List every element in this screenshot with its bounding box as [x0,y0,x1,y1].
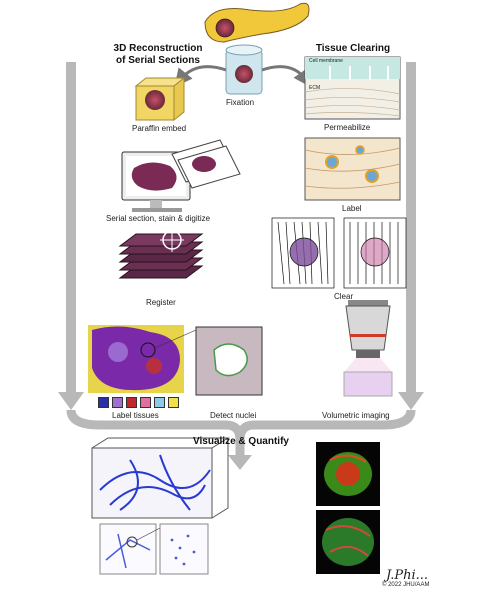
paraffin-caption: Paraffin embed [132,124,187,133]
tissue-color-legend [98,397,179,408]
reconstruction-header-line2: of Serial Sections [116,55,200,66]
fixation-jar [225,44,263,95]
label-tissues-caption: Label tissues [112,411,159,420]
reconstruction-header: 3D Reconstruction of Serial Sections [104,43,212,67]
legend-swatch-6 [168,397,179,408]
serial-caption: Serial section, stain & digitize [106,214,211,223]
fluorescence-panel-top [316,442,380,506]
clearing-header: Tissue Clearing [315,43,391,54]
permeabilize-inset [304,56,401,120]
legend-swatch-2 [112,397,123,408]
fixation-caption: Fixation [226,98,255,107]
visualize-3d-box [91,437,230,519]
microscope-objective [343,300,393,397]
detect-nuclei-caption: Detect nuclei [210,411,257,420]
artist-signature: J.Phi... [386,568,429,583]
label-caption: Label [342,204,362,213]
fluorescence-panel-bottom [316,510,380,574]
legend-swatch-4 [140,397,151,408]
volumetric-caption: Volumetric imaging [322,411,390,420]
pancreas-illustration [204,2,310,43]
permeabilize-caption: Permeabilize [324,123,371,132]
reconstruction-header-line1: 3D Reconstruction [113,43,203,54]
register-stack [118,228,204,279]
computer-illustration [121,139,241,212]
cell-membrane-label: Cell membrane [309,58,343,64]
detect-nuclei-image [195,326,263,396]
flow-arrows [58,62,424,470]
copyright-credit: © 2022 JHU/AAM [382,582,430,588]
legend-swatch-1 [98,397,109,408]
quantify-small-boxes [99,523,209,575]
quantify-header: Visualize & Quantify [193,436,289,447]
ecm-label: ECM [309,85,321,91]
legend-swatch-3 [126,397,137,408]
legend-swatch-5 [154,397,165,408]
label-inset [304,137,401,201]
clear-caption: Clear [334,292,354,301]
clear-panels [271,217,407,289]
label-tissues-image [88,325,184,393]
paraffin-cube [134,76,186,122]
register-caption: Register [146,298,176,307]
